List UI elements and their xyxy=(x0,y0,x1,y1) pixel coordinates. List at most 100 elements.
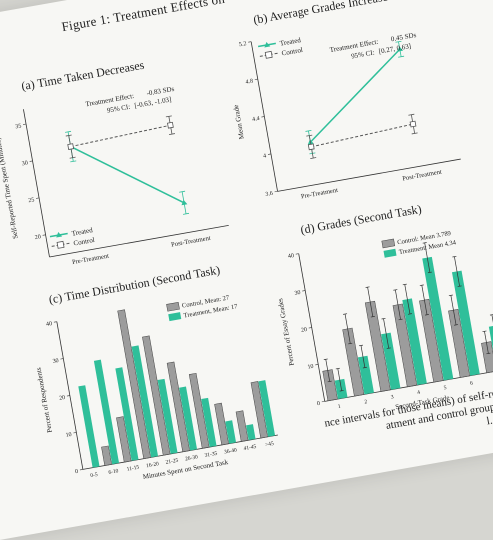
y-tick xyxy=(53,321,57,323)
chart-b-legend-treated: Treated xyxy=(279,36,302,48)
x-tick-label: 36-40 xyxy=(224,447,238,455)
y-tick-label: 0 xyxy=(317,401,321,407)
error-cap xyxy=(457,285,462,287)
chart-b-effect-value: 0.45 SDs xyxy=(390,31,417,43)
y-tick-label: 35 xyxy=(15,123,22,130)
y-tick-label: 25 xyxy=(28,197,35,204)
chart-d-legend: Control: Mean 3.789 Treatment: Mean 4.34 xyxy=(381,230,457,258)
x-tick-label: 5 xyxy=(443,385,447,391)
error-cap xyxy=(310,157,317,159)
error-cap xyxy=(343,313,348,315)
error-cap xyxy=(339,390,344,392)
error-cap xyxy=(448,294,453,297)
series-line-control xyxy=(311,123,414,148)
error-cap xyxy=(165,115,172,118)
data-point-treated xyxy=(397,46,404,52)
y-tick-label: 30 xyxy=(52,358,59,365)
error-cap xyxy=(419,284,424,286)
chart-a-legend-control: Control xyxy=(73,236,96,248)
y-tick-label: 4.8 xyxy=(245,78,253,85)
error-cap xyxy=(398,318,403,321)
bar-treatment xyxy=(402,298,427,386)
error-bar xyxy=(337,368,343,391)
bar-treatment xyxy=(357,355,374,395)
data-point-control xyxy=(167,121,174,129)
error-cap xyxy=(386,347,391,349)
x-tick-label: 41-45 xyxy=(243,444,257,452)
error-cap xyxy=(482,330,487,333)
error-cap xyxy=(306,134,313,137)
series-line-control xyxy=(70,124,171,148)
error-cap xyxy=(183,212,190,215)
x-tick-label: 3 xyxy=(390,394,394,400)
error-cap xyxy=(454,324,459,326)
chart-b-ylabel: Mean Grade xyxy=(232,104,246,140)
error-cap xyxy=(70,160,77,163)
y-tick-label: 30 xyxy=(294,290,301,297)
x-tick-label: 1 xyxy=(337,404,341,410)
y-tick-label: 4.4 xyxy=(252,116,260,123)
error-cap xyxy=(69,156,76,159)
y-tick-label: 10 xyxy=(65,432,72,439)
y-tick-label: 30 xyxy=(21,160,28,167)
chart-b-ci-label: 95% CI: xyxy=(351,48,376,60)
x-axis-line xyxy=(49,224,229,258)
chart-a-ylabel: Self-Reported Time Spent (Minutes) xyxy=(0,137,20,240)
error-cap xyxy=(370,316,375,318)
chart-d: 0102030401234567 Percent of Essay Grades… xyxy=(276,230,493,411)
y-tick xyxy=(274,191,278,193)
data-point-control xyxy=(67,143,75,150)
error-bar xyxy=(421,285,428,315)
error-cap xyxy=(65,130,72,133)
error-cap xyxy=(348,342,353,345)
y-tick xyxy=(42,234,46,236)
error-cap xyxy=(402,283,407,286)
error-cap xyxy=(422,242,427,244)
y-tick xyxy=(261,116,265,118)
y-tick xyxy=(295,253,299,255)
error-cap xyxy=(323,358,328,360)
y-tick xyxy=(60,358,64,360)
error-bar xyxy=(454,256,460,287)
chart-d-marks xyxy=(322,242,493,402)
panel-a: (a) Time Taken Decreases 20 25 30 35 Pre-Tre… xyxy=(0,46,243,288)
chart-a-marks xyxy=(65,115,190,215)
y-axis-line xyxy=(23,109,50,258)
figure-title: Figure 1: Treatment Effects on xyxy=(60,0,226,35)
y-tick xyxy=(302,290,306,292)
error-bar xyxy=(344,313,351,344)
y-tick-label: 20 xyxy=(301,327,308,334)
error-cap xyxy=(427,271,432,274)
chart-a-legend-treated: Treated xyxy=(71,226,94,238)
chart-b-legend-control: Control xyxy=(281,46,304,58)
y-tick-label: 0 xyxy=(75,469,79,475)
error-cap xyxy=(362,366,367,369)
data-point-treated xyxy=(181,199,188,206)
error-cap xyxy=(365,286,370,288)
y-tick xyxy=(36,197,40,199)
y-tick xyxy=(66,395,70,397)
error-cap xyxy=(335,367,340,370)
y-tick xyxy=(321,401,325,403)
y-tick xyxy=(29,160,33,162)
error-bar xyxy=(383,318,390,349)
y-tick-label: 3.6 xyxy=(265,191,273,198)
error-cap xyxy=(393,289,398,291)
data-point-control xyxy=(307,143,315,151)
y-tick-label: 40 xyxy=(46,321,53,328)
x-tick-label: 16-20 xyxy=(146,461,160,469)
chart-b: 3.6 4 4.4 4.8 5.2 Pre-Treatment Post-Treatment… xyxy=(232,31,461,200)
error-bar xyxy=(450,295,457,325)
x-tick-label: >45 xyxy=(265,441,275,448)
error-cap xyxy=(65,134,72,137)
error-cap xyxy=(179,190,186,193)
bar-treatment xyxy=(422,256,454,381)
error-cap xyxy=(168,133,175,135)
y-tick xyxy=(267,153,272,155)
data-point-control xyxy=(409,120,417,128)
bar-treatment xyxy=(78,385,100,468)
x-tick-label: 6-10 xyxy=(108,468,119,476)
y-tick xyxy=(315,364,319,366)
series-line-treated xyxy=(309,48,401,143)
